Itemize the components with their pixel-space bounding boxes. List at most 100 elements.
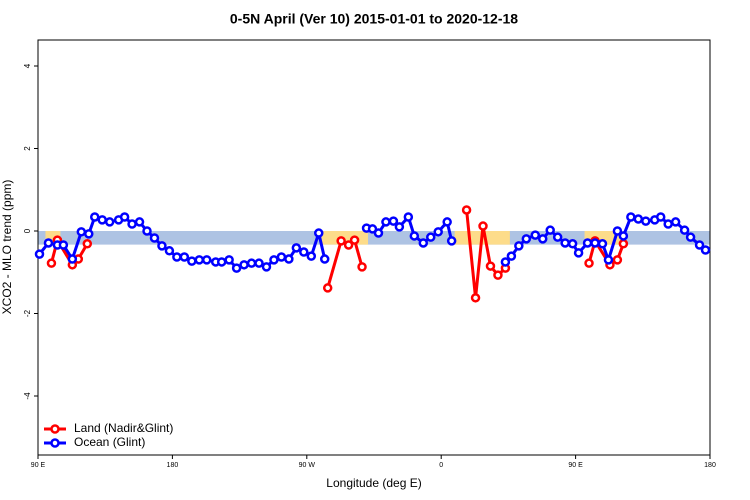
y-tick-label: -2 xyxy=(23,309,32,317)
data-point xyxy=(43,238,54,248)
data-point xyxy=(134,217,145,227)
data-point xyxy=(82,239,93,249)
data-point xyxy=(537,234,548,244)
data-point xyxy=(89,212,100,222)
data-point xyxy=(409,231,420,241)
legend-label: Ocean (Glint) xyxy=(74,435,145,449)
data-point xyxy=(626,212,636,222)
data-point xyxy=(663,219,673,229)
data-point xyxy=(254,258,264,268)
data-point xyxy=(470,293,481,303)
data-point xyxy=(67,254,78,264)
data-point xyxy=(84,229,94,239)
data-point xyxy=(149,233,160,243)
data-point xyxy=(590,238,600,248)
data-point xyxy=(603,255,614,265)
data-point xyxy=(552,232,563,242)
data-point xyxy=(641,216,651,226)
data-point xyxy=(388,216,399,226)
data-point xyxy=(319,254,330,264)
data-point xyxy=(239,260,249,270)
data-point xyxy=(201,255,212,265)
data-point xyxy=(612,255,623,265)
data-point xyxy=(418,238,429,248)
data-point xyxy=(269,255,279,265)
data-point xyxy=(306,251,317,261)
data-point xyxy=(521,234,532,244)
data-point xyxy=(560,238,570,248)
data-point xyxy=(322,283,333,293)
data-point xyxy=(343,240,354,250)
y-tick-label: 0 xyxy=(23,228,32,233)
x-tick-label: 0 xyxy=(439,462,443,469)
data-point xyxy=(442,217,452,227)
data-point xyxy=(381,217,391,227)
data-point xyxy=(164,246,175,256)
x-tick-label: 90 W xyxy=(299,462,316,469)
data-point xyxy=(179,252,190,262)
data-point xyxy=(172,252,182,262)
data-point xyxy=(367,224,378,234)
y-tick-label: 4 xyxy=(23,63,32,68)
data-point xyxy=(403,212,414,222)
data-point xyxy=(336,236,346,246)
data-point xyxy=(299,247,309,257)
data-point xyxy=(246,258,257,268)
data-point xyxy=(573,248,584,258)
data-point xyxy=(694,240,705,250)
data-point xyxy=(291,243,302,253)
data-point xyxy=(618,231,629,241)
x-tick-label: 180 xyxy=(167,462,179,469)
legend-label: Land (Nadir&Glint) xyxy=(74,421,173,435)
data-point xyxy=(284,254,294,264)
data-point xyxy=(514,241,524,251)
data-point xyxy=(194,255,205,265)
data-point xyxy=(425,232,436,242)
data-point xyxy=(394,222,405,232)
data-point xyxy=(530,230,541,240)
data-point xyxy=(700,245,711,255)
data-point xyxy=(58,240,69,250)
data-point xyxy=(582,238,593,248)
x-tick-label: 90 E xyxy=(31,462,46,469)
data-point xyxy=(127,219,137,229)
data-point xyxy=(461,205,472,215)
data-point xyxy=(567,239,578,249)
y-axis-label: XCO2 - MLO trend (ppm) xyxy=(0,180,14,315)
data-point xyxy=(224,255,234,265)
data-point xyxy=(500,257,511,267)
data-point xyxy=(261,262,272,272)
x-tick-label: 90 E xyxy=(568,462,583,469)
data-point xyxy=(157,241,167,251)
data-point xyxy=(446,236,457,246)
data-point xyxy=(349,235,360,245)
data-point xyxy=(231,263,242,273)
y-tick-label: 2 xyxy=(23,146,32,151)
data-point xyxy=(545,225,555,235)
data-point xyxy=(313,228,324,238)
data-point xyxy=(97,215,107,225)
x-axis-label: Longitude (deg E) xyxy=(326,476,421,490)
data-point xyxy=(373,228,384,238)
x-tick-label: 180 xyxy=(704,462,716,469)
data-point xyxy=(142,226,152,236)
data-point xyxy=(670,217,681,227)
data-point xyxy=(34,249,45,259)
data-point xyxy=(216,257,227,267)
data-point xyxy=(655,212,666,222)
data-point xyxy=(685,232,696,242)
data-point xyxy=(597,239,608,249)
data-point xyxy=(76,227,87,237)
legend-marker xyxy=(50,438,60,448)
data-point xyxy=(104,217,115,227)
data-point xyxy=(46,258,57,268)
data-point xyxy=(584,258,594,268)
data-point xyxy=(357,262,367,272)
data-point xyxy=(679,225,690,235)
data-point xyxy=(506,251,517,261)
y-tick-label: -4 xyxy=(23,392,32,400)
legend-marker xyxy=(50,424,60,434)
data-point xyxy=(276,252,287,262)
data-point xyxy=(493,270,503,280)
